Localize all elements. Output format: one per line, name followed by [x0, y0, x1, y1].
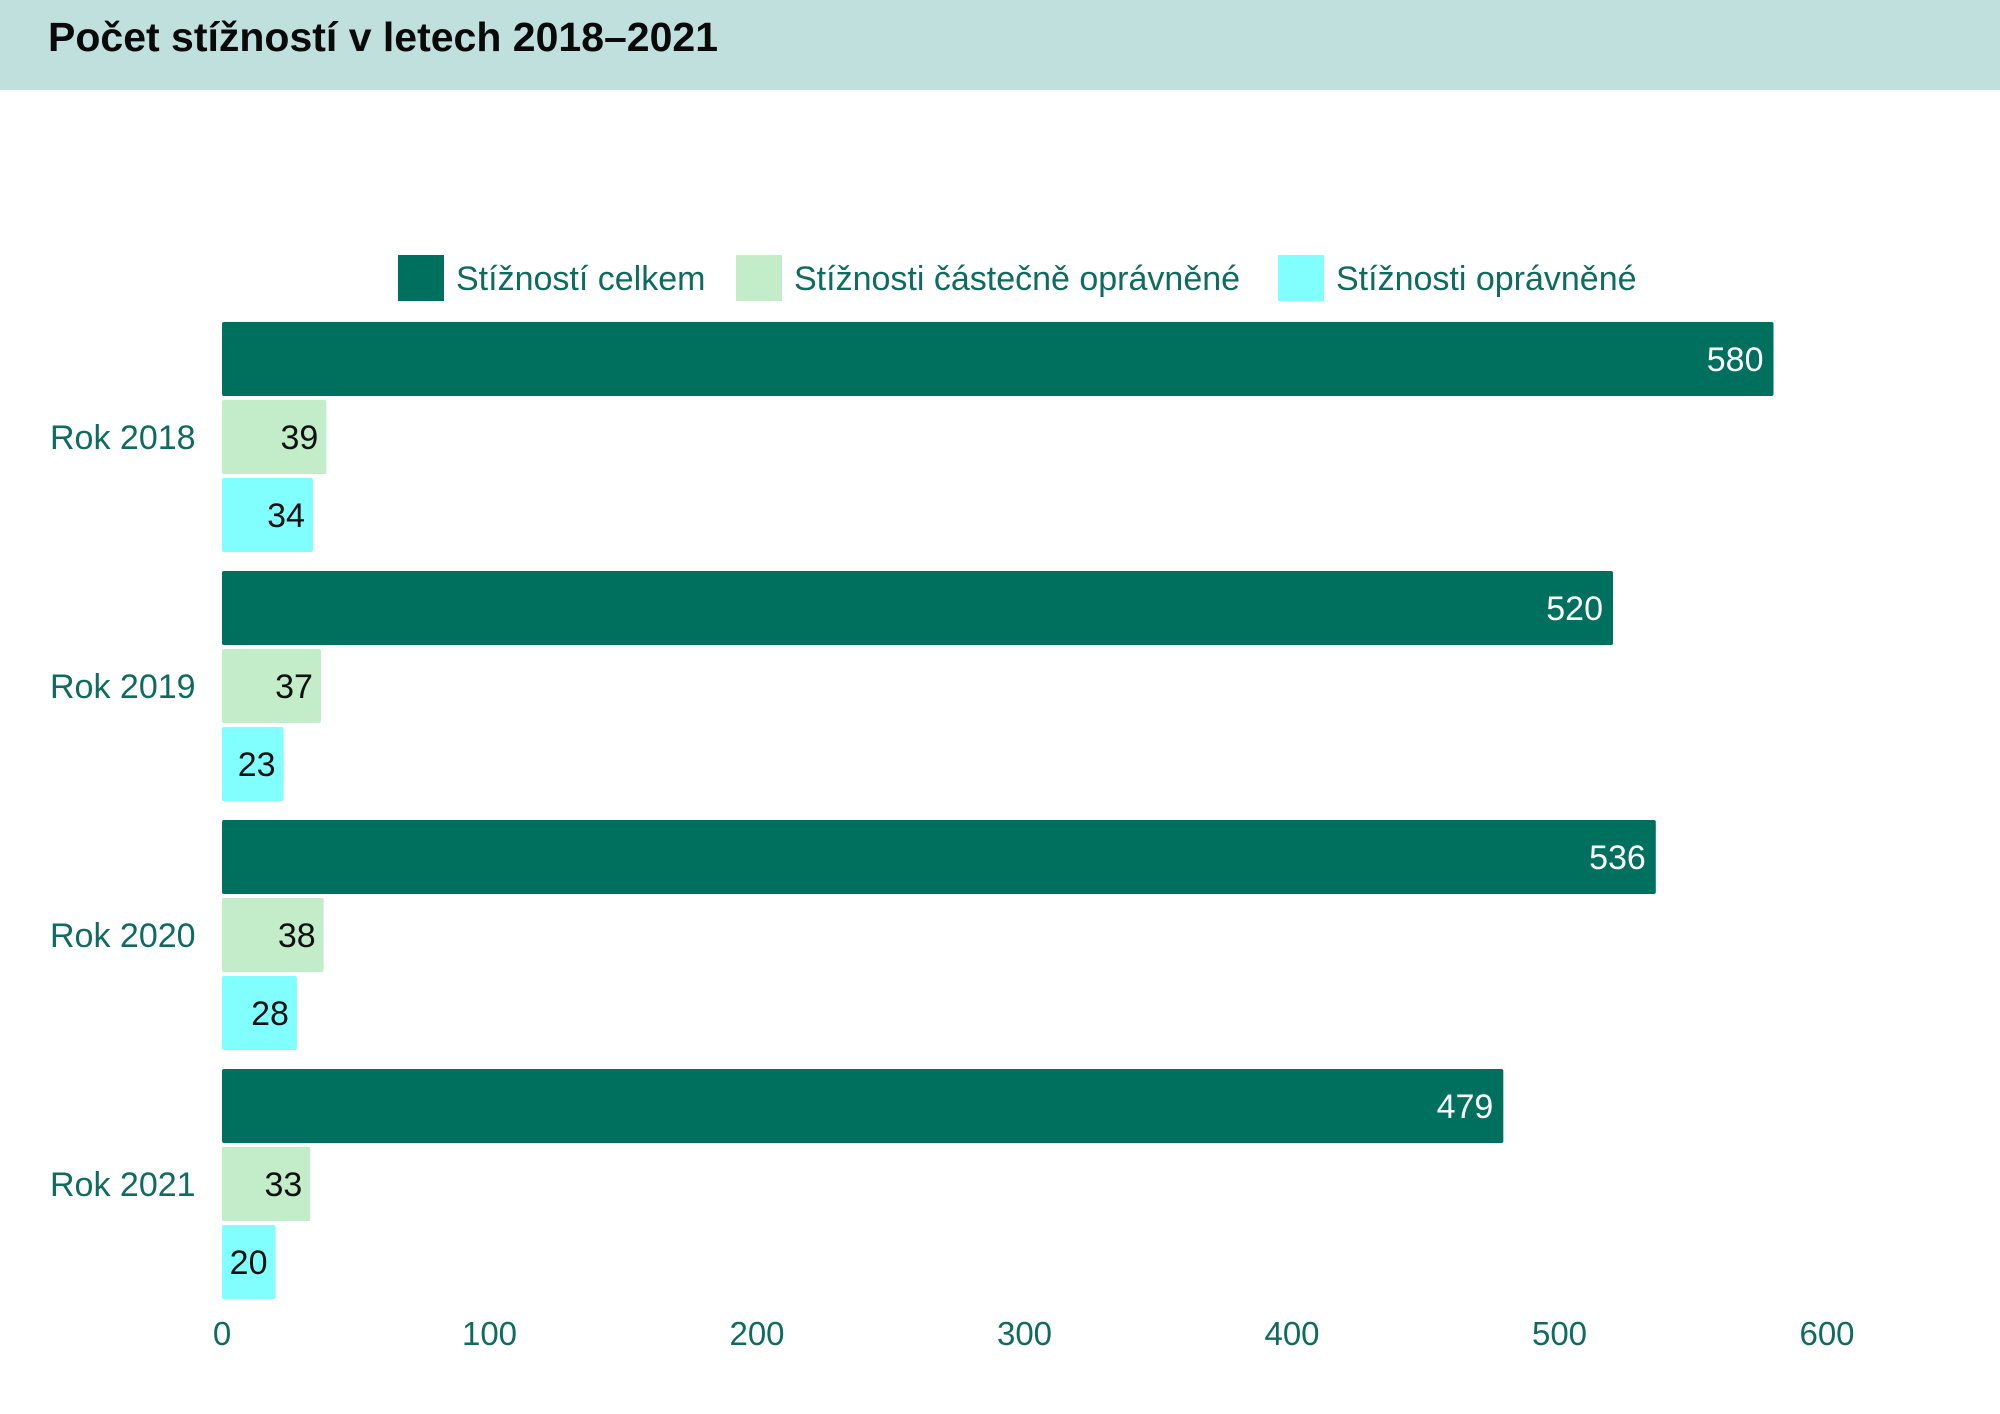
data-label: 33 — [264, 1166, 302, 1204]
bar-1-rok-2020 — [222, 820, 1656, 894]
bar-3-rok-2021 — [222, 1225, 276, 1299]
bar-3-rok-2018 — [222, 478, 313, 552]
chart-title: Počet stížností v letech 2018–2021 — [48, 14, 719, 60]
data-label: 39 — [280, 419, 318, 457]
data-label: 28 — [251, 995, 289, 1033]
data-label: 34 — [267, 497, 305, 535]
title-band: Počet stížností v letech 2018–2021 — [0, 0, 2000, 90]
bar-3-rok-2020 — [222, 976, 297, 1050]
data-label: 20 — [230, 1244, 268, 1282]
bar-2-rok-2018 — [222, 400, 327, 474]
data-label: 520 — [1546, 590, 1603, 628]
bar-1-rok-2019 — [222, 571, 1613, 645]
x-tick-label: 100 — [462, 1315, 517, 1352]
bar-1-rok-2018 — [222, 322, 1774, 396]
data-label: 23 — [238, 746, 276, 784]
x-tick-label: 300 — [997, 1315, 1052, 1352]
data-label: 536 — [1589, 839, 1646, 877]
bar-2-rok-2021 — [222, 1147, 311, 1221]
category-label: Rok 2021 — [50, 1166, 196, 1204]
legend-swatch-3 — [1278, 255, 1324, 301]
category-label: Rok 2018 — [50, 419, 196, 457]
x-tick-label: 0 — [213, 1315, 231, 1352]
legend-swatch-1 — [398, 255, 444, 301]
x-tick-label: 600 — [1799, 1315, 1854, 1352]
bar-1-rok-2021 — [222, 1069, 1504, 1143]
data-label: 38 — [278, 917, 316, 955]
legend-label-3: Stížnosti oprávněné — [1336, 260, 1637, 298]
category-label: Rok 2020 — [50, 917, 196, 955]
legend-swatch-2 — [736, 255, 782, 301]
x-tick-label: 200 — [729, 1315, 784, 1352]
bar-2-rok-2020 — [222, 898, 324, 972]
legend-label-2: Stížnosti částečně oprávněné — [794, 260, 1240, 298]
category-label: Rok 2019 — [50, 668, 196, 706]
bar-3-rok-2019 — [222, 727, 284, 801]
x-tick-label: 400 — [1264, 1315, 1319, 1352]
data-label: 479 — [1437, 1088, 1494, 1126]
legend-label-1: Stížností celkem — [456, 260, 705, 298]
data-label: 37 — [275, 668, 313, 706]
data-label: 580 — [1707, 341, 1764, 379]
x-tick-label: 500 — [1532, 1315, 1587, 1352]
bar-2-rok-2019 — [222, 649, 321, 723]
